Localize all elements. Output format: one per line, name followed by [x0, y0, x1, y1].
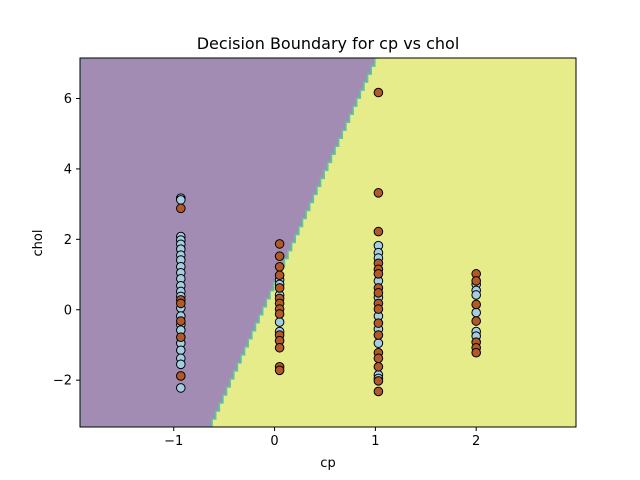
scatter-point-brown-43 — [471, 347, 481, 358]
scatter-point-light_blue-21 — [176, 359, 186, 370]
x-tick-label-3: 2 — [472, 434, 480, 449]
y-axis-ticks: −2 0 2 4 6 — [53, 92, 80, 389]
scatter-point-light_blue-1 — [176, 195, 186, 205]
scatter-point-brown-0 — [176, 203, 186, 214]
scatter-point-brown-36 — [373, 386, 384, 397]
scatter-point-brown-2 — [176, 298, 186, 309]
scatter-point-brown-25 — [373, 269, 384, 279]
scatter-point-brown-6 — [274, 239, 285, 249]
scatter-points — [176, 87, 481, 397]
scatter-point-brown-14 — [274, 309, 285, 319]
x-axis-label: cp — [320, 456, 335, 471]
scatter-point-brown-17 — [274, 342, 285, 353]
scatter-point-brown-21 — [373, 188, 384, 198]
scatter-point-brown-5 — [176, 371, 186, 381]
scatter-point-brown-20 — [373, 87, 384, 98]
scatter-point-brown-33 — [373, 353, 384, 364]
scatter-point-brown-38 — [471, 276, 481, 286]
scatter-point-brown-9 — [274, 270, 285, 281]
scatter-point-light_blue-19 — [176, 345, 186, 356]
scatter-point-brown-30 — [373, 318, 384, 328]
x-axis-ticks: −1 0 1 2 — [164, 427, 480, 449]
scatter-point-light_blue-22 — [176, 383, 186, 393]
plot-frame — [79, 57, 577, 428]
x-tick-label-2: 1 — [371, 434, 379, 449]
y-tick-label-2: 2 — [64, 233, 72, 248]
scatter-point-light_blue-26 — [274, 317, 285, 327]
scatter-point-brown-7 — [274, 251, 285, 262]
scatter-point-brown-40 — [471, 316, 481, 326]
x-tick-label-1: 0 — [270, 434, 278, 449]
y-axis-label: chol — [31, 230, 46, 257]
y-tick-label-0: −2 — [53, 374, 72, 389]
y-tick-label-1: 0 — [64, 303, 72, 318]
plot-area — [79, 57, 577, 428]
scatter-point-brown-4 — [176, 332, 186, 343]
scatter-point-brown-29 — [373, 304, 384, 314]
scatter-point-brown-3 — [176, 316, 186, 326]
scatter-point-brown-39 — [471, 299, 481, 310]
region-left-class — [80, 58, 379, 427]
scatter-point-brown-8 — [274, 261, 285, 272]
scatter-point-brown-10 — [274, 283, 285, 293]
scatter-point-light_blue-40 — [471, 290, 481, 300]
scatter-point-brown-35 — [373, 376, 384, 386]
scatter-point-brown-31 — [373, 330, 384, 340]
scatter-point-brown-27 — [373, 288, 384, 298]
scatter-point-brown-34 — [373, 361, 384, 372]
y-tick-label-4: 6 — [64, 92, 72, 107]
scatter-point-brown-22 — [373, 226, 384, 237]
y-tick-label-3: 4 — [64, 162, 72, 177]
x-tick-label-0: −1 — [164, 434, 183, 449]
scatter-point-brown-19 — [274, 365, 285, 376]
scatter-point-light_blue-35 — [373, 338, 384, 349]
chart-title: Decision Boundary for cp vs chol — [197, 34, 460, 53]
scatter-point-light_blue-41 — [471, 307, 481, 318]
